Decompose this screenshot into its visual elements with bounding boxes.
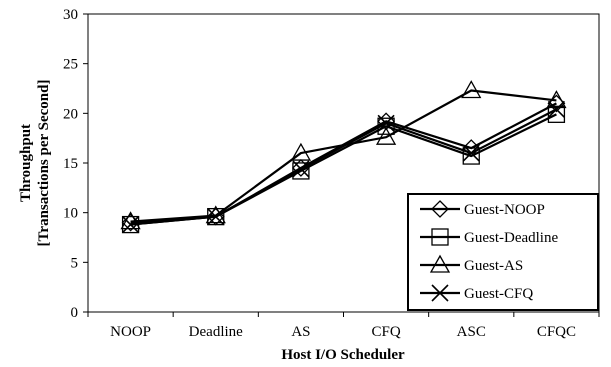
y-tick-label: 20: [63, 106, 78, 122]
y-tick-label: 25: [63, 57, 78, 73]
legend-box: [407, 193, 599, 311]
data-point-guest-as: [290, 142, 312, 161]
legend: Guest-NOOP Guest-Deadline Guest-AS Guest…: [407, 193, 599, 311]
data-point-guest-as: [546, 90, 567, 109]
x-axis-title: Host I/O Scheduler: [281, 347, 405, 363]
data-point-guest-cfq: [292, 160, 310, 178]
series-layer: [120, 80, 567, 234]
legend-marker-guest-noop: [431, 200, 449, 218]
data-point-guest-cfq: [547, 100, 565, 118]
data-point-guest-deadline: [462, 147, 480, 165]
legend-label-guest-noop: Guest-NOOP: [464, 202, 545, 218]
x-axis: NOOP Deadline AS CFQ ASC CFQC: [87, 312, 600, 340]
data-point-guest-cfq: [377, 114, 395, 132]
data-point-guest-cfq: [462, 144, 480, 162]
data-point-guest-as: [375, 126, 397, 145]
legend-marker-guest-as: [429, 254, 451, 273]
y-tick-label: 10: [63, 206, 78, 222]
y-tick-label: 30: [63, 7, 78, 23]
x-tick-label: CFQ: [371, 324, 400, 340]
y-tick-label: 15: [63, 156, 78, 172]
x-tick-label: NOOP: [110, 324, 151, 340]
y-tick-label: 5: [71, 255, 79, 271]
series-line-guest-cfq: [130, 108, 557, 226]
legend-marker-guest-deadline: [431, 228, 449, 246]
y-axis: 0 5 10 15 20 25 30: [63, 7, 88, 321]
data-point-guest-cfq: [207, 208, 225, 226]
data-point-guest-cfq: [122, 216, 140, 234]
legend-label-guest-as: Guest-AS: [464, 258, 523, 274]
legend-label-guest-cfq: Guest-CFQ: [464, 286, 533, 302]
x-tick-label: ASC: [457, 324, 486, 340]
legend-marker-guest-cfq: [431, 284, 449, 302]
legend-label-guest-deadline: Guest-Deadline: [464, 230, 558, 246]
x-tick-label: Deadline: [189, 324, 243, 340]
y-tick-label: 0: [71, 305, 79, 321]
data-point-guest-as: [461, 80, 482, 99]
x-tick-label: CFQC: [537, 324, 576, 340]
y-axis-title-line-1: Throughput: [18, 124, 34, 202]
data-point-guest-deadline: [292, 162, 310, 180]
x-tick-label: AS: [291, 324, 310, 340]
y-axis-title-line-2: [Transactions per Second]: [36, 80, 52, 247]
